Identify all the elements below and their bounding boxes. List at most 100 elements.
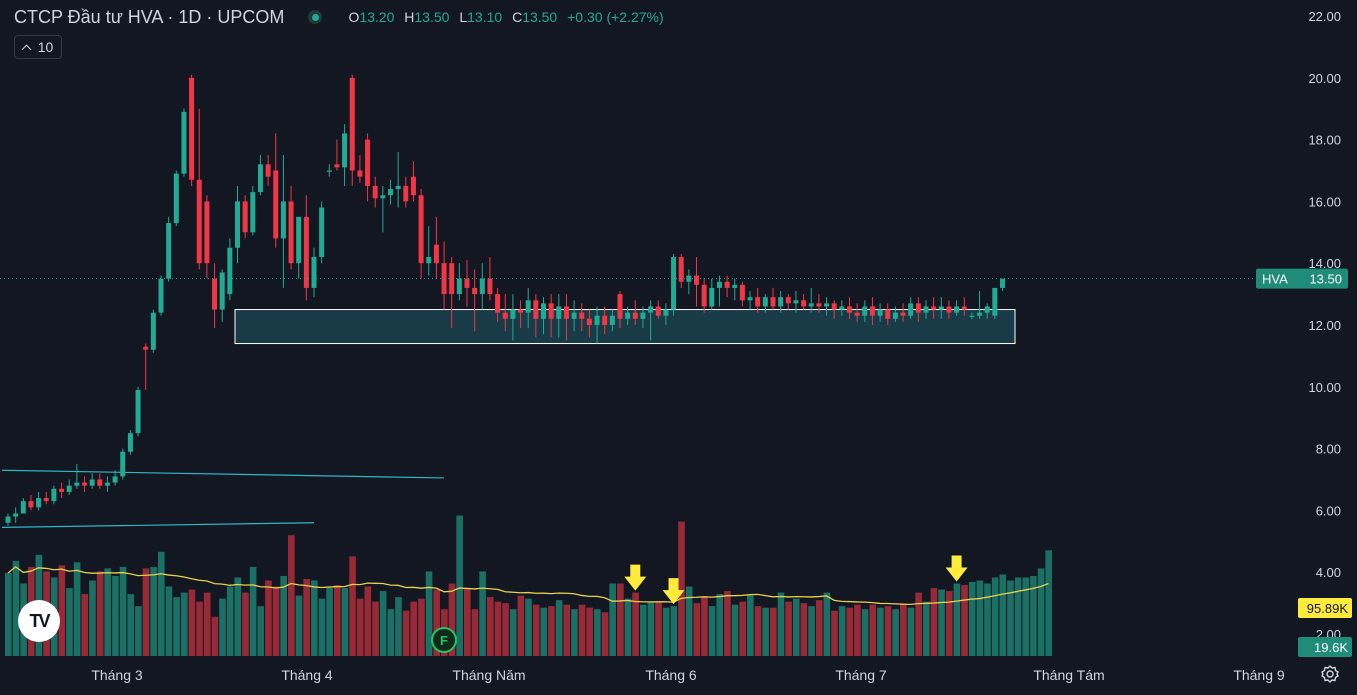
volume-bar	[295, 595, 303, 656]
candle-body	[847, 306, 852, 313]
candle-body	[655, 306, 661, 316]
volume-bar	[196, 601, 203, 656]
volume-bar	[96, 571, 104, 656]
candle-body	[59, 488, 65, 492]
volume-bar	[265, 580, 272, 656]
candle-body	[556, 306, 562, 319]
candle-body	[877, 309, 883, 316]
candle-body	[831, 303, 837, 310]
volume-bar	[532, 604, 540, 656]
volume-bar	[89, 580, 96, 656]
candle-body	[13, 513, 19, 517]
candle-body	[242, 201, 248, 233]
candle-body	[609, 315, 615, 325]
volume-bar	[272, 586, 280, 656]
volume-bar	[563, 604, 571, 656]
volume-indicator-toggle[interactable]: 10	[14, 35, 62, 59]
candle-body	[923, 306, 929, 313]
volume-bar	[311, 580, 318, 656]
candle-body	[938, 306, 944, 310]
candle-body	[785, 297, 791, 304]
market-status-icon[interactable]	[308, 10, 323, 24]
volume-bar	[12, 560, 20, 656]
volume-bar	[464, 588, 471, 656]
price-tick-label: 12.00	[1308, 318, 1341, 333]
volume-bar	[877, 607, 884, 656]
volume-bar	[915, 592, 922, 656]
volume-bar	[923, 601, 930, 656]
symbol-title[interactable]: CTCP Đầu tư HVA · 1D · UPCOM	[14, 6, 285, 27]
candle-body	[43, 498, 49, 502]
volume-bar	[1030, 575, 1037, 656]
ohlc-readout: O13.20 H13.50 L13.10 C13.50 +0.30 (+2.27…	[342, 9, 663, 25]
low-value: 13.10	[467, 9, 503, 25]
volume-bar	[135, 606, 142, 656]
volume-bar	[425, 571, 433, 656]
candle-body	[915, 303, 921, 313]
volume-bar	[509, 609, 517, 656]
support-zone-box	[234, 309, 1016, 345]
candle-body	[280, 201, 286, 239]
candle-body	[51, 488, 57, 502]
candle-body	[602, 315, 608, 325]
candle-body	[892, 312, 898, 319]
candle-body	[984, 306, 990, 313]
trend-line	[1, 522, 315, 528]
time-tick-label: Tháng 3	[91, 667, 143, 683]
candle-body	[166, 223, 172, 279]
price-tick-label: 4.00	[1316, 565, 1341, 580]
chart-header: CTCP Đầu tư HVA · 1D · UPCOM O13.20 H13.…	[14, 6, 664, 28]
high-label: H	[404, 9, 415, 25]
last-price-value: 13.50	[1309, 272, 1342, 287]
candle-body	[143, 346, 149, 350]
candle-body	[204, 201, 210, 264]
volume-bar	[754, 606, 762, 656]
candle-body	[548, 303, 554, 319]
candle-body	[931, 306, 937, 310]
volume-bar	[219, 598, 226, 656]
candle-body	[839, 306, 845, 310]
candle-body	[724, 281, 730, 288]
close-label: C	[512, 9, 523, 25]
volume-bar	[318, 598, 326, 656]
volume-bar	[173, 597, 180, 656]
volume-bar	[815, 600, 823, 656]
volume-bar	[242, 592, 249, 656]
candle-body	[257, 164, 263, 193]
volume-bar	[5, 572, 12, 656]
candle-body	[235, 201, 240, 248]
candle-body	[388, 189, 393, 196]
candle-body	[82, 482, 87, 486]
candle-body	[563, 306, 569, 319]
volume-bar	[540, 607, 548, 656]
volume-bar	[907, 607, 915, 656]
candle-body	[265, 164, 271, 177]
candle-body	[189, 77, 195, 180]
tradingview-logo-icon[interactable]: TV	[18, 600, 60, 642]
volume-bar	[693, 603, 701, 656]
volume-bar	[739, 601, 746, 656]
candle-body	[900, 312, 906, 316]
candle-body	[395, 185, 401, 190]
candle-body	[716, 281, 722, 288]
candle-body	[433, 244, 439, 264]
candle-body	[227, 247, 233, 295]
volume-bar	[884, 606, 892, 656]
volume-bar	[180, 592, 188, 656]
candle-body	[762, 297, 768, 307]
volume-bar	[639, 604, 647, 656]
candle-body	[28, 501, 34, 508]
gear-icon[interactable]	[1320, 664, 1340, 684]
event-marker-icon	[431, 627, 457, 653]
chevron-up-icon	[21, 44, 32, 54]
candle-body	[671, 257, 677, 310]
volume-bar	[792, 598, 800, 656]
candle-body	[273, 170, 279, 239]
candle-body	[342, 133, 348, 168]
volume-bar	[418, 598, 425, 656]
volume-bar	[953, 583, 961, 656]
candle-body	[127, 433, 133, 452]
volume-bar	[203, 592, 211, 656]
candle-body	[808, 303, 814, 307]
